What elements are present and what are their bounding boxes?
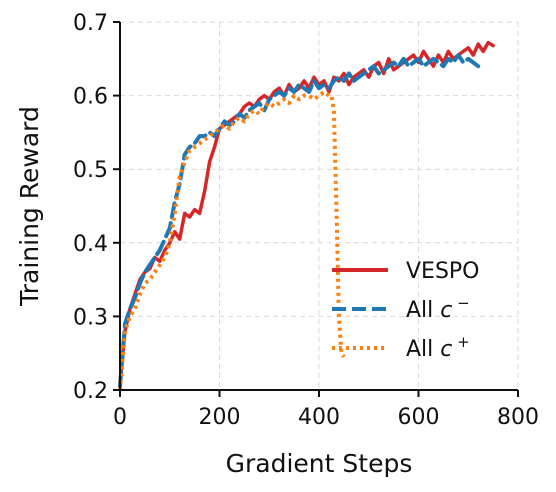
series-lines (118, 40, 495, 391)
x-tick-label-4: 800 (497, 405, 539, 430)
y-tick-label-1: 0.3 (73, 305, 108, 330)
grid (120, 21, 519, 390)
y-tick-label-3: 0.5 (73, 158, 108, 183)
y-tick-label-2: 0.4 (73, 232, 108, 257)
y-tick-label-0: 0.2 (73, 379, 108, 404)
series-line-2 (118, 89, 346, 391)
x-tick-label-2: 400 (298, 405, 340, 430)
x-axis-label: Gradient Steps (226, 449, 413, 478)
ticks: 0 200 400 600 800 0.2 0.3 0.4 0.5 0.6 0.7 (73, 11, 539, 430)
x-tick-label-3: 600 (398, 405, 440, 430)
legend-label-2: All c + (406, 333, 470, 362)
y-tick-label-4: 0.6 (73, 85, 108, 110)
x-tick-label-0: 0 (113, 405, 127, 430)
y-tick-label-5: 0.7 (73, 11, 108, 36)
x-tick-label-1: 200 (199, 405, 241, 430)
y-axis-label: Training Reward (15, 106, 44, 307)
legend-label-0: VESPO (406, 259, 480, 284)
legend-label-1: All c − (406, 294, 470, 323)
legend: VESPO All c − All c + (332, 259, 480, 362)
